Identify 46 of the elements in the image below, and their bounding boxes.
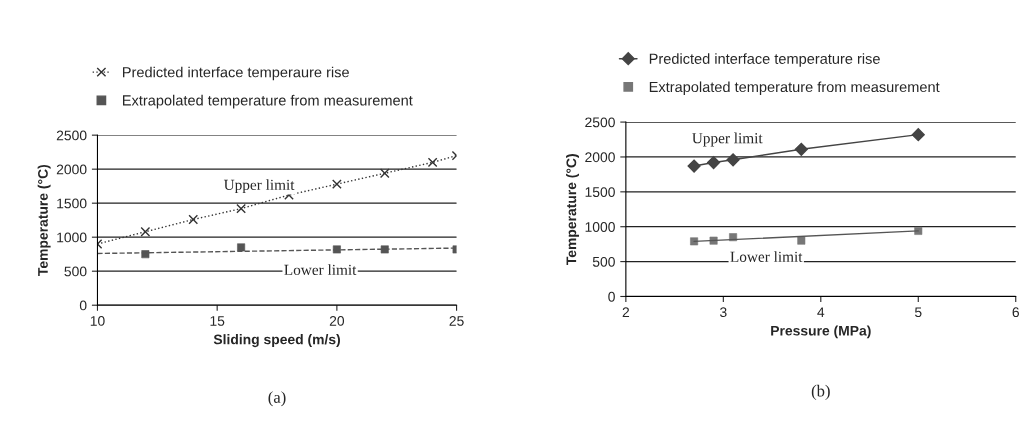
point [140,226,151,237]
point [911,128,925,142]
y-tick-label: 2000 [56,164,87,175]
y-tick-label: 1500 [585,187,615,198]
x-tick-label: 15 [210,316,225,326]
legend-label: Extrapolated temperature from measurement [649,81,940,95]
x-tick-label: 6 [1012,307,1019,318]
point [687,159,701,173]
x-axis-title: Sliding speed (m/s) [213,334,340,348]
text: (b) [811,384,830,400]
legend-label: Extrapolated temperature from measurement [123,94,413,109]
y-tick-label: 500 [592,256,615,267]
point [332,179,342,189]
point [188,214,199,225]
legend-label: Predicted interface temperature rise [649,53,880,67]
x-tick-label: 2 [622,307,630,317]
x-tick-label: 3 [720,307,727,318]
x-tick-label: 4 [817,307,825,317]
x-tick-label: 5 [914,307,922,318]
y-tick-label: 500 [64,266,87,277]
y-tick-label: 2000 [585,152,615,163]
x-tick-label: 10 [90,315,105,326]
annotation: Lower limit [284,264,357,276]
y-tick-label: 2500 [56,130,87,141]
annotation: Upper limit [692,132,763,147]
x-axis-title: Pressure (MPa) [771,325,871,339]
point [794,142,808,156]
annotation: Lower limit [730,251,803,262]
x-tick-label: 20 [329,315,345,326]
x-tick-label: 25 [449,315,464,326]
annotation: Upper limit [223,179,295,194]
text: (a) [268,391,286,407]
point [427,157,438,168]
point [706,155,721,170]
point [379,168,390,179]
y-axis-title: Temperature (°C) [566,154,579,266]
point [236,203,246,214]
y-tick-label: 1000 [585,222,615,232]
legend-label: Predicted interface temperaure rise [123,66,349,81]
y-tick-label: 0 [608,291,615,302]
y-tick-label: 1500 [57,198,87,209]
point [726,153,740,167]
y-tick-label: 1000 [57,232,87,243]
y-tick-label: 0 [79,300,87,311]
y-tick-label: 2500 [585,117,615,128]
y-axis-title: Temperature (°C) [37,164,51,276]
